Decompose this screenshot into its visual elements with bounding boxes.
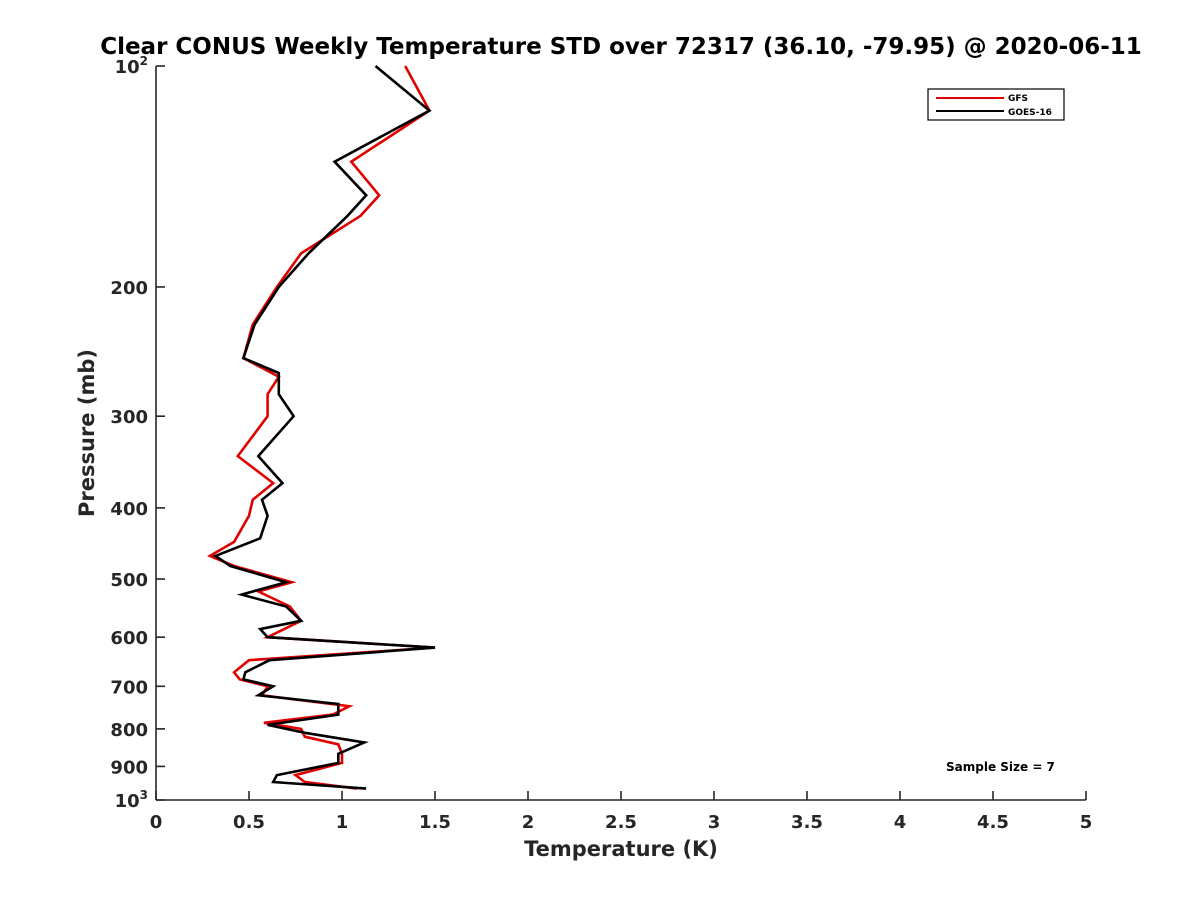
chart-title: Clear CONUS Weekly Temperature STD over … [100, 34, 1142, 60]
legend-label-gfs: GFS [1008, 94, 1028, 104]
legend-label-goes16: GOES-16 [1008, 108, 1052, 118]
y-tick-label: 200 [110, 278, 148, 299]
x-tick-label: 2.5 [605, 812, 637, 833]
x-ticks: 0 0.5 1 1.5 2 2.5 3 3.5 4 4.5 5 [150, 791, 1093, 833]
y-tick-label: 500 [110, 570, 148, 591]
y-tick-label: 300 [110, 407, 148, 428]
x-axis-label: Temperature (K) [524, 837, 718, 861]
x-tick-label: 4 [894, 812, 907, 833]
x-tick-label: 0.5 [233, 812, 265, 833]
y-tick-label: 103 [115, 788, 148, 812]
x-tick-label: 0 [150, 812, 163, 833]
y-axis-label: Pressure (mb) [75, 349, 99, 517]
y-tick-label: 400 [110, 499, 148, 520]
x-tick-label: 4.5 [977, 812, 1009, 833]
x-tick-label: 2 [522, 812, 535, 833]
y-tick-label: 800 [110, 720, 148, 741]
y-ticks: 102 200 300 400 500 600 700 800 900 103 [110, 54, 165, 812]
x-tick-label: 3 [708, 812, 721, 833]
y-tick-label: 900 [110, 757, 148, 778]
sample-size-annotation: Sample Size = 7 [946, 760, 1055, 774]
y-tick-label: 102 [115, 54, 148, 78]
x-tick-label: 3.5 [791, 812, 823, 833]
legend-box [927, 88, 1065, 121]
y-tick-label: 700 [110, 677, 148, 698]
x-tick-label: 1 [336, 812, 349, 833]
series-line-goes16 [212, 64, 436, 790]
x-tick-label: 1.5 [419, 812, 451, 833]
y-tick-label: 600 [110, 628, 148, 649]
legend: GFS GOES-16 [927, 88, 1065, 121]
x-tick-label: 5 [1080, 812, 1093, 833]
series-layer [206, 64, 436, 790]
